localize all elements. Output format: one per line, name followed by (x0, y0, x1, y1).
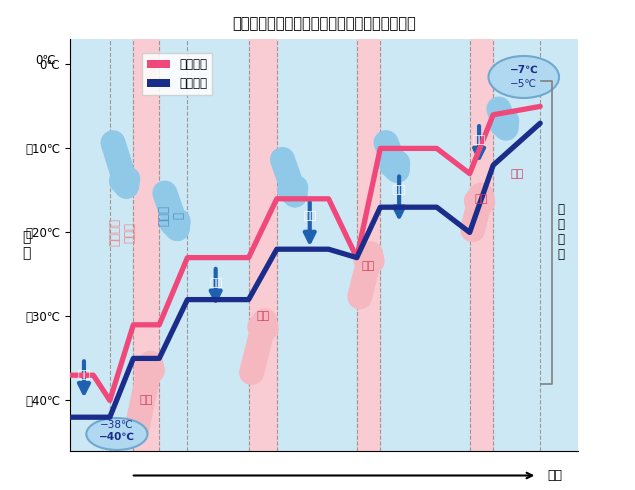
Text: 冷却: 冷却 (392, 185, 406, 196)
Text: 加熱: 加熱 (510, 169, 523, 178)
Text: −38℃: −38℃ (100, 420, 134, 430)
Bar (277, 39, 357, 451)
Title: バーシャル領域（氷と水が混在する温度範囲）: バーシャル領域（氷と水が混在する温度範囲） (232, 16, 416, 31)
Text: 加熱: 加熱 (475, 194, 488, 204)
Text: 加熱: 加熱 (362, 261, 375, 271)
Text: 冷却: 冷却 (77, 370, 91, 380)
Bar (248, 39, 277, 451)
Ellipse shape (488, 56, 559, 98)
Text: 温
度: 温 度 (22, 230, 31, 260)
Text: −7℃: −7℃ (509, 65, 538, 75)
Text: 時間: 時間 (547, 469, 563, 482)
Bar (380, 39, 470, 451)
Text: −5℃: −5℃ (511, 79, 537, 89)
Text: 冷却: 冷却 (209, 278, 222, 288)
Text: 加熱: 加熱 (256, 312, 269, 321)
Bar (493, 39, 540, 451)
Text: マイクロ
波加熱: マイクロ 波加熱 (109, 219, 137, 246)
Bar (70, 39, 110, 451)
Bar (357, 39, 380, 451)
Bar (159, 39, 248, 451)
Text: 加熱: 加熱 (140, 395, 152, 405)
Text: −40℃: −40℃ (99, 432, 135, 441)
Text: 0℃: 0℃ (35, 54, 56, 67)
Text: 冷却: 冷却 (472, 135, 486, 145)
Text: 解
凍
終
了: 解 凍 終 了 (558, 203, 565, 261)
Text: 冷却: 冷却 (303, 211, 316, 220)
Text: 真空冷
却: 真空冷 却 (157, 205, 185, 226)
Bar (133, 39, 159, 451)
Bar (470, 39, 493, 451)
Ellipse shape (86, 418, 147, 450)
Legend: 表面温度, 内部温度: 表面温度, 内部温度 (142, 53, 212, 95)
